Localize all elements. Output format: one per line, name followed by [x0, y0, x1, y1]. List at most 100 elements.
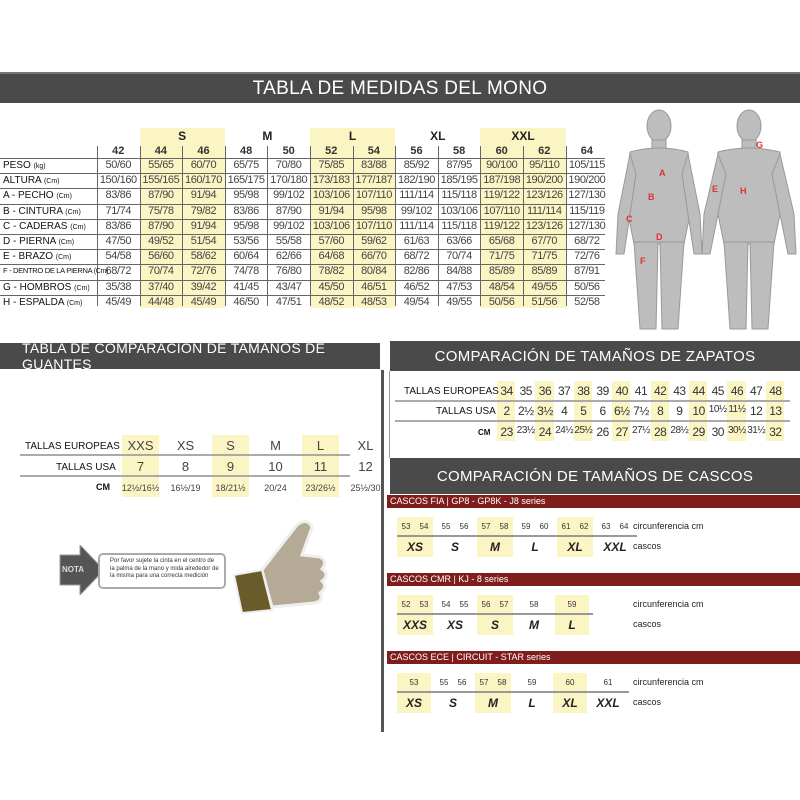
table-cell: 50/60 [105, 159, 132, 171]
row-divider [20, 454, 350, 456]
table-cell: 46/50 [233, 295, 259, 308]
table-cell: 29 [692, 425, 705, 439]
row-divider [397, 535, 637, 537]
table-cell: 12 [750, 404, 763, 418]
note-tag: NOTA [62, 565, 85, 574]
table-cell: 95/98 [361, 204, 387, 217]
column-separator [523, 146, 524, 306]
table-cell: 3½ [537, 404, 553, 418]
table-cell: 123/126 [525, 189, 563, 202]
table-cell: 155/165 [142, 174, 180, 187]
table-cell: 67/70 [531, 235, 558, 247]
helmet-size: L [528, 696, 536, 710]
table-cell: 95/98 [233, 219, 259, 232]
table-cell: 64/68 [318, 250, 345, 263]
table-cell: 10 [268, 459, 283, 474]
row-label: F - DENTRO DE LA PIERNA (Cm) [3, 266, 108, 275]
helmet-size: M [490, 540, 500, 554]
divider [389, 371, 390, 458]
table-cell: S [226, 438, 235, 453]
circumference-value: 57 [479, 678, 489, 687]
table-cell: 99/102 [400, 204, 433, 217]
row-label: CM [96, 482, 110, 492]
body-label-e: E [712, 184, 718, 194]
circumference-value: 58 [529, 600, 539, 609]
size-number: 62 [538, 145, 551, 157]
table-cell: XL [357, 438, 374, 453]
table-cell: 182/190 [398, 174, 435, 187]
table-cell: 44 [692, 384, 705, 398]
table-cell: 49/55 [531, 280, 558, 293]
row-label: C - CADERAS (Cm) [3, 221, 86, 232]
table-cell: 76/80 [275, 265, 302, 278]
row-label: TALLAS USA [436, 406, 496, 417]
table-cell: 85/92 [403, 159, 430, 171]
table-cell: 119/122 [483, 189, 521, 202]
table-cell: 46/51 [361, 280, 387, 293]
table-cell: 177/187 [355, 174, 393, 187]
row-divider [397, 691, 629, 693]
helmet-size: XL [567, 540, 583, 554]
highlight-column [650, 381, 669, 441]
table-cell: 45 [711, 384, 725, 398]
size-number: 64 [580, 145, 594, 157]
measure-name: H - ESPALDA [3, 296, 67, 308]
measure-name: B - CINTURA [3, 205, 66, 217]
table-cell: 85/89 [531, 265, 558, 278]
row-divider [395, 420, 790, 422]
row-divider [397, 613, 593, 615]
size-number: 52 [325, 145, 338, 157]
row-divider [0, 203, 605, 205]
measure-unit: (Cm) [65, 208, 81, 216]
table-cell: 16½/19 [170, 483, 201, 493]
highlight-column [302, 435, 339, 497]
circumference-value: 60 [539, 522, 549, 531]
table-cell: 103/106 [440, 204, 478, 217]
circumference-value: 54 [441, 600, 451, 609]
column-separator [97, 146, 98, 306]
size-group-label: L [348, 129, 357, 143]
table-cell: 8 [657, 404, 664, 418]
table-cell: 83/86 [233, 204, 259, 217]
table-cell: 47/51 [275, 295, 302, 308]
table-cell: 111/114 [399, 189, 434, 202]
highlight-column [573, 381, 592, 441]
table-cell: 119/122 [483, 219, 521, 232]
table-cell: 66/70 [361, 250, 387, 263]
table-cell: 5 [580, 404, 587, 418]
circumference-value: 59 [527, 678, 537, 687]
helmet-standard: CASCOS FIA [390, 496, 447, 506]
column-separator [395, 146, 397, 306]
table-cell: 48 [769, 384, 782, 398]
table-cell: 18/21½ [215, 483, 246, 493]
row-label: A - PECHO (Cm) [3, 190, 72, 201]
helmet-size: S [448, 696, 457, 710]
table-cell: 62/66 [275, 250, 302, 263]
circumference-value: 52 [401, 600, 411, 609]
table-cell: 9 [226, 459, 235, 474]
table-cell: 70/74 [446, 250, 472, 263]
helmet-size: XXS [402, 618, 427, 632]
table-cell: 71/75 [531, 250, 558, 263]
table-cell: 71/75 [488, 250, 515, 263]
highlight-cell [555, 595, 589, 635]
body-label-g: G [756, 140, 763, 150]
helmet-series: | GP8 - GP8K - J8 series [446, 496, 546, 506]
table-cell: 173/183 [312, 174, 350, 187]
circumference-value: 58 [497, 678, 507, 687]
table-cell: 6 [599, 404, 607, 418]
table-cell: 80/84 [361, 265, 387, 278]
table-cell: 107/110 [483, 204, 521, 217]
table-cell: 10 [692, 404, 705, 418]
table-cell: 59/62 [361, 235, 387, 247]
table-cell: 187/198 [483, 174, 521, 187]
circumference-value: 55 [459, 600, 469, 609]
row-label: E - BRAZO (Cm) [3, 251, 71, 262]
measure-unit: (Cm) [93, 268, 109, 276]
row-divider [0, 234, 605, 235]
table-cell: 50/56 [574, 280, 600, 293]
table-cell: 52/58 [574, 295, 600, 308]
highlight-column [122, 435, 159, 497]
highlight-cell [475, 673, 511, 713]
row-label: ALTURA (Cm) [3, 175, 60, 186]
